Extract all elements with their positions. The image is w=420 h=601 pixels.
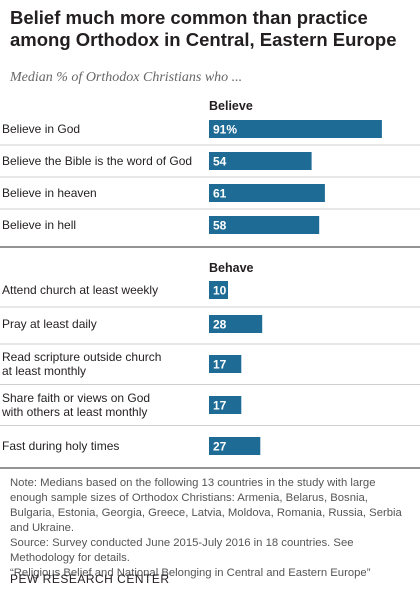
group-header-believe: Believe: [209, 99, 253, 113]
category-label: Believe in heaven: [2, 186, 97, 200]
category-label: Pray at least daily: [2, 317, 97, 331]
notes-block: Note: Medians based on the following 13 …: [10, 476, 414, 581]
bar-chart: Believe Believe in God 91% Believe the Bibl…: [0, 99, 420, 469]
category-label: Believe in hell: [2, 218, 76, 232]
data-label: 91%: [213, 123, 237, 137]
data-label: 17: [213, 399, 227, 413]
report-title: “Religious Belief and National Belonging…: [10, 567, 371, 579]
chart-subtitle: Median % of Orthodox Christians who ...: [10, 70, 243, 85]
bar: [209, 315, 263, 333]
category-label: Believe in God: [2, 122, 80, 136]
bar: [209, 216, 320, 234]
footer-credit: PEW RESEARCH CENTER: [10, 572, 170, 586]
bar: [209, 281, 228, 299]
data-label: 17: [213, 358, 227, 372]
data-label: 27: [213, 440, 227, 454]
bar: [209, 355, 242, 373]
bar: [209, 152, 312, 170]
source-text: Source: Survey conducted June 2015-July …: [10, 537, 354, 564]
chart-title: Belief much more common than practice am…: [10, 7, 397, 50]
category-label: Share faith or views on God with others a…: [1, 391, 150, 419]
category-label: Read scripture outside church at least mo…: [2, 350, 161, 378]
category-label: Attend church at least weekly: [2, 283, 158, 297]
bar: [209, 120, 382, 138]
data-label: 54: [213, 155, 227, 169]
data-label: 61: [213, 187, 227, 201]
bar: [209, 396, 242, 414]
category-label: Believe the Bible is the word of God: [2, 154, 192, 168]
group-header-behave: Behave: [209, 261, 254, 275]
bar: [209, 437, 261, 455]
data-label: 58: [213, 219, 227, 233]
category-label: Fast during holy times: [2, 439, 119, 453]
bar: [209, 184, 325, 202]
note-text: Note: Medians based on the following 13 …: [10, 477, 402, 534]
data-label: 28: [213, 318, 227, 332]
data-label: 10: [213, 284, 227, 298]
